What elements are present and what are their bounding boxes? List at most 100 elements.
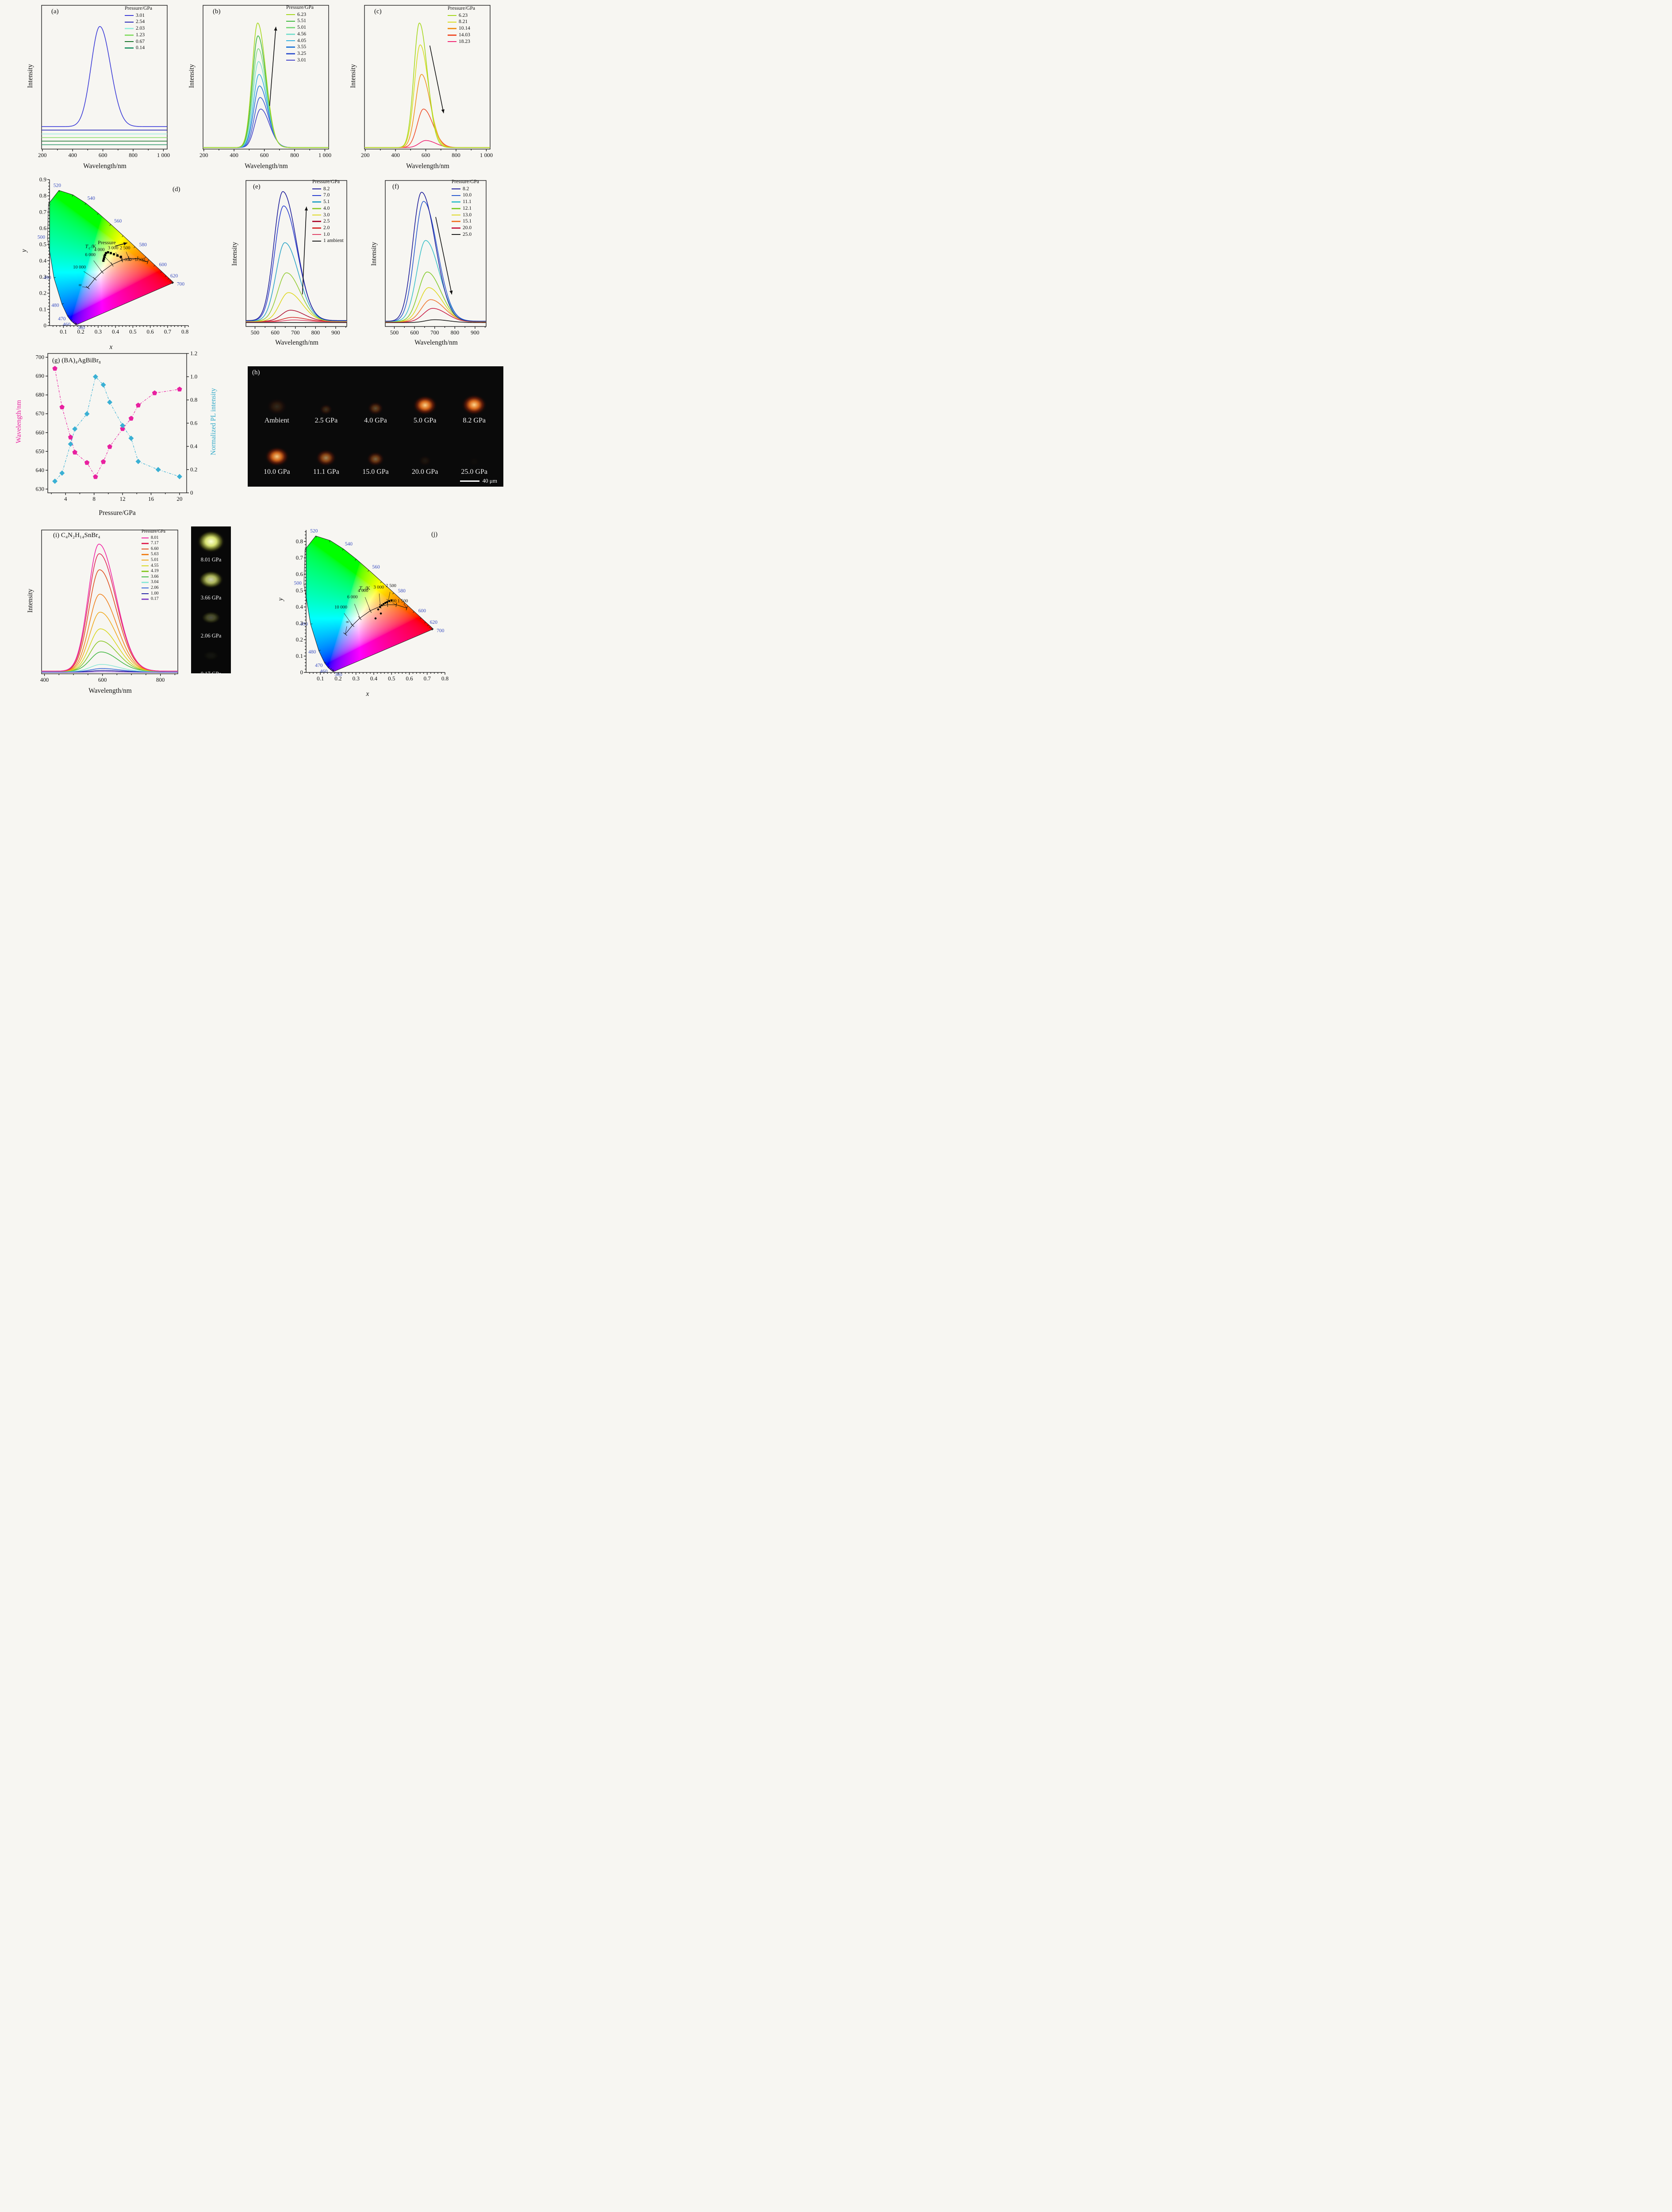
panel-i-legend: Pressure/GPa 8.01 7.17 6.60 5.63 5.01 4.… — [142, 529, 165, 602]
legend-item-label: 7.0 — [323, 192, 330, 198]
legend-items: 6.23 5.51 5.01 4.56 4.05 3.55 3.25 — [286, 12, 314, 64]
legend-color-swatch — [142, 560, 149, 561]
legend-item-label: 4.56 — [297, 31, 307, 37]
legend-color-swatch — [286, 27, 295, 28]
legend-item-label: 3.01 — [136, 12, 145, 18]
panel-e-legend: Pressure/GPa 8.2 7.0 5.1 4.0 3.0 2.5 — [312, 179, 344, 244]
legend-items: 8.2 7.0 5.1 4.0 3.0 2.5 2.0 1.0 — [312, 186, 344, 244]
cie-diagram-j — [286, 526, 449, 687]
legend-item-label: 10.0 — [463, 192, 472, 198]
legend-color-swatch — [312, 207, 321, 209]
panel-i-x-axis-title: Wavelength/nm — [88, 687, 132, 695]
crystal-photo-cell: 0.17 GPa — [191, 641, 231, 679]
panel-a-x-axis-title: Wavelength/nm — [83, 162, 127, 170]
micrograph-grid: Ambient 2.5 GPa 4.0 GPa 5.0 GPa 8.2 GPa 10.0 … — [248, 366, 503, 479]
panel-g-x-axis-title: Pressure/GPa — [99, 509, 136, 517]
legend-item: 4.0 — [312, 205, 344, 212]
legend-item-label: 0.67 — [136, 38, 145, 44]
legend-item: 4.05 — [286, 38, 314, 44]
panel-e-plot — [242, 178, 352, 338]
panel-i-title: (i) C₄N₂H₁₄SnBr₄ — [53, 532, 100, 539]
micrograph-pressure-label: 8.2 GPa — [463, 417, 486, 424]
panel-j-label: (j) — [431, 531, 438, 538]
legend-item-label: 0.17 — [151, 596, 159, 602]
legend-item: 4.19 — [142, 568, 165, 574]
crystal-micrograph — [418, 455, 432, 466]
photo-pressure-label: 0.17 GPa — [200, 671, 222, 677]
legend-item-label: 8.21 — [459, 19, 468, 25]
legend-item-label: 15.1 — [463, 219, 472, 224]
panel-j-y-axis-title: y — [277, 598, 284, 601]
legend-item-label: 14.03 — [459, 32, 470, 38]
micrograph-cell: 25.0 GPa — [449, 426, 499, 476]
legend-item: 0.14 — [125, 45, 152, 51]
legend-item-label: 7.17 — [151, 541, 159, 546]
crystal-photo-cell: 8.01 GPa — [191, 526, 231, 565]
legend-item: 3.66 — [142, 574, 165, 580]
legend-color-swatch — [452, 207, 460, 209]
legend-item-label: 1.00 — [151, 591, 159, 596]
legend-color-swatch — [312, 195, 321, 196]
legend-item: 2.0 — [312, 225, 344, 231]
crystal-micrograph — [462, 395, 487, 415]
legend-color-swatch — [312, 221, 321, 222]
legend-item: 1.0 — [312, 231, 344, 238]
micrograph-cell: 10.0 GPa — [252, 426, 302, 476]
panel-b-plot — [199, 3, 334, 161]
scale-bar: 40 μm — [460, 477, 497, 484]
legend-item-label: 1 ambient — [323, 238, 344, 244]
photo-pressure-label: 8.01 GPa — [200, 557, 222, 563]
pressure-photo-strip: 8.01 GPa 3.66 GPa 2.06 GPa 0.17 GPa — [191, 526, 231, 677]
legend-item-label: 0.14 — [136, 45, 145, 51]
micrograph-cell: 5.0 GPa — [400, 375, 450, 425]
legend-title: Pressure/GPa — [312, 179, 340, 184]
legend-item-label: 1.0 — [323, 231, 330, 237]
legend-items: 3.01 2.54 2.03 1.23 0.67 0.14 — [125, 12, 152, 51]
legend-item: 18.23 — [448, 38, 475, 45]
crystal-photo-blob — [199, 571, 223, 588]
legend-item-label: 20.0 — [463, 225, 472, 231]
panel-g-left-axis-title: Wavelength/nm — [15, 400, 23, 444]
panel-f-label: (f) — [392, 183, 399, 190]
crystal-micrograph — [266, 398, 287, 415]
panel-d-x-axis-title: x — [109, 343, 113, 351]
legend-color-swatch — [452, 234, 460, 235]
legend-color-swatch — [125, 41, 134, 42]
legend-item: 13.0 — [452, 212, 479, 219]
panel-a-legend: Pressure/GPa 3.01 2.54 2.03 1.23 0.67 0.… — [125, 5, 152, 51]
legend-item: 8.21 — [448, 19, 475, 25]
panel-g-label: (g) — [52, 357, 60, 364]
legend-item-label: 5.01 — [297, 25, 307, 31]
legend-item: 5.63 — [142, 552, 165, 557]
crystal-micrograph — [366, 452, 384, 466]
legend-color-swatch — [452, 195, 460, 196]
legend-item: 6.60 — [142, 546, 165, 552]
panel-h-micrographs: (h) Ambient 2.5 GPa 4.0 GPa 5.0 GPa 8.2 GPa 1… — [248, 366, 503, 487]
legend-color-swatch — [312, 201, 321, 203]
panel-f-y-axis-title: Intensity — [370, 242, 378, 266]
legend-item: 12.1 — [452, 205, 479, 212]
legend-color-swatch — [125, 34, 134, 36]
legend-item: 1.00 — [142, 591, 165, 597]
legend-color-swatch — [448, 34, 456, 36]
crystal-photo — [191, 641, 231, 671]
legend-item: 1 ambient — [312, 238, 344, 244]
panel-c-x-axis-title: Wavelength/nm — [406, 162, 449, 170]
legend-item-label: 2.06 — [151, 585, 159, 590]
legend-color-swatch — [142, 543, 149, 544]
legend-color-swatch — [286, 14, 295, 15]
panel-f-x-axis-title: Wavelength/nm — [414, 339, 458, 346]
micrograph-cell: Ambient — [252, 375, 302, 425]
legend-item: 3.0 — [312, 212, 344, 219]
legend-item-label: 2.0 — [323, 225, 330, 231]
panel-h-label: (h) — [252, 369, 260, 376]
legend-item: 1.23 — [125, 32, 152, 38]
legend-item: 6.23 — [286, 12, 314, 18]
panel-g-compound: (BA)₄AgBiBr₈ — [61, 357, 101, 364]
legend-item-label: 4.05 — [297, 38, 307, 43]
legend-color-swatch — [142, 576, 149, 578]
legend-item: 14.03 — [448, 32, 475, 38]
legend-item-label: 11.1 — [463, 199, 472, 205]
legend-item-label: 10.14 — [459, 26, 470, 31]
micrograph-cell: 4.0 GPa — [351, 375, 400, 425]
